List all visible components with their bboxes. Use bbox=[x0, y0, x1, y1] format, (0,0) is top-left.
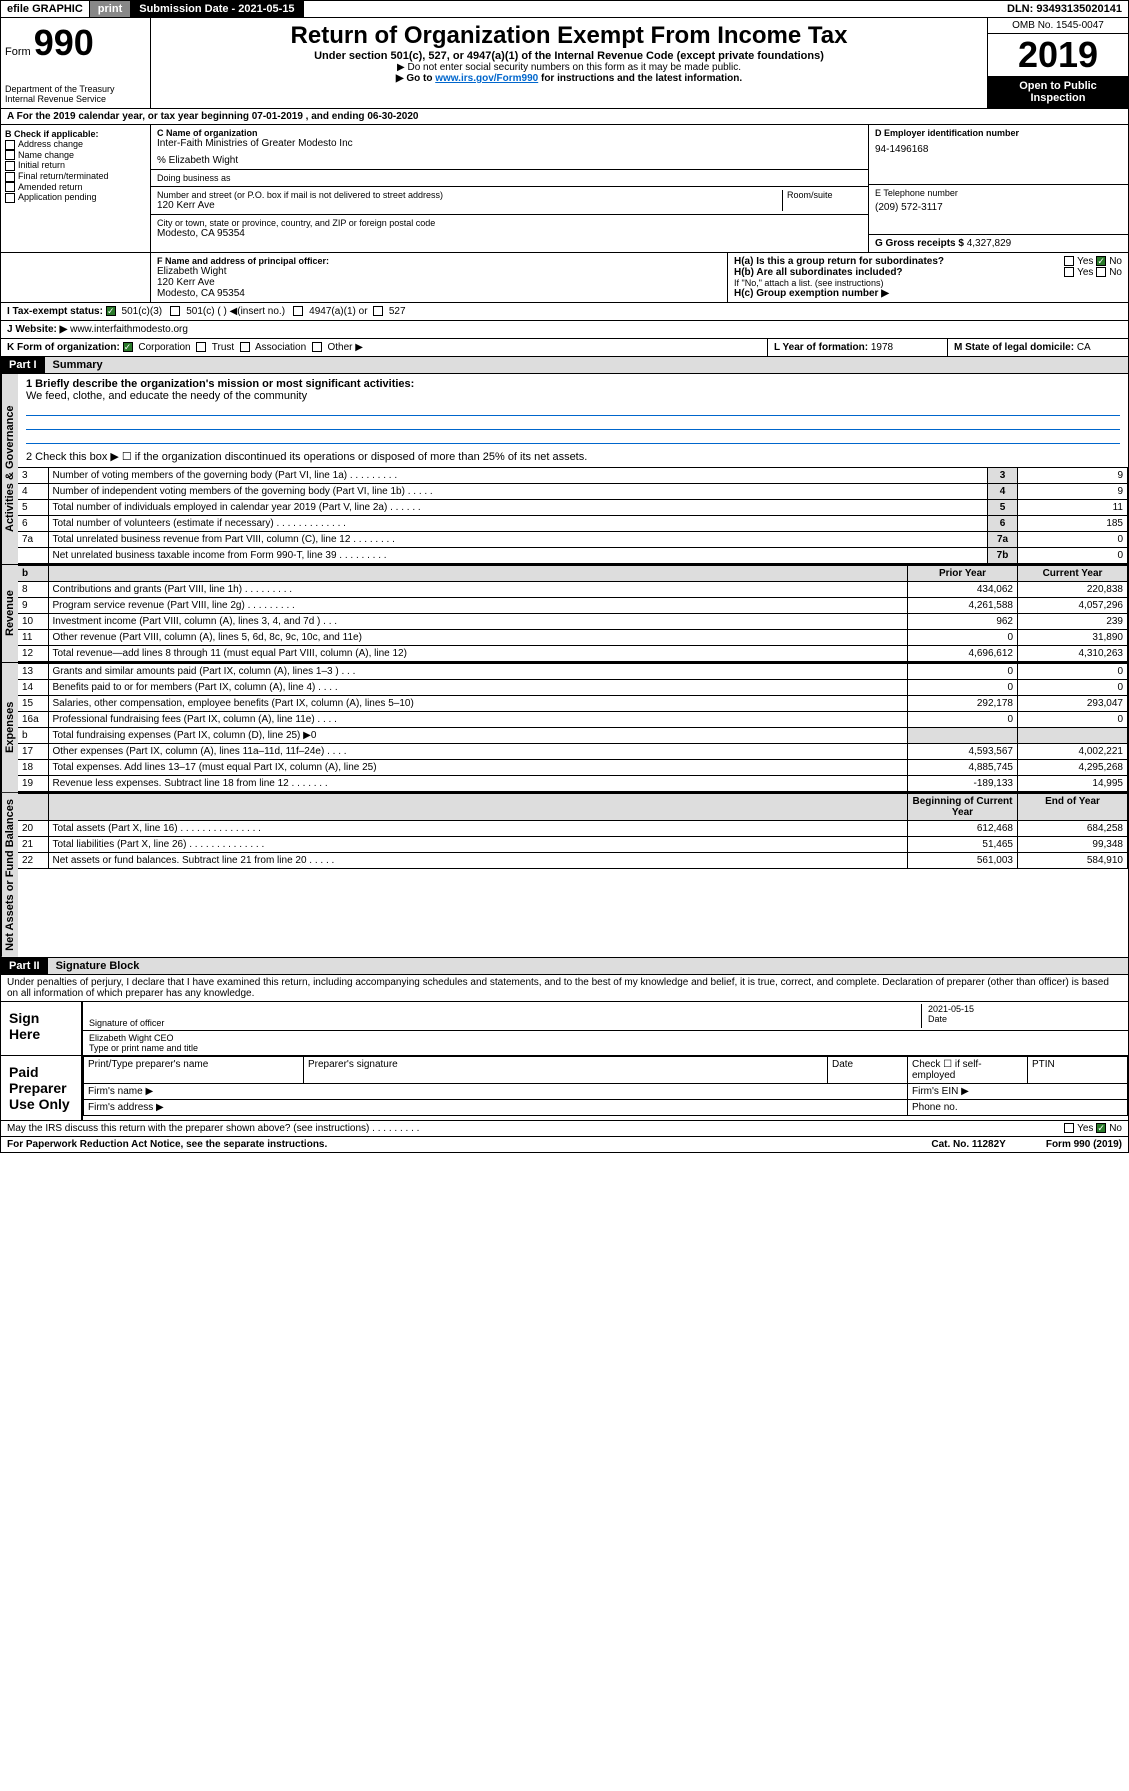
row-a-tax-year: A For the 2019 calendar year, or tax yea… bbox=[0, 109, 1129, 125]
discuss-row: May the IRS discuss this return with the… bbox=[0, 1121, 1129, 1137]
officer-name: Elizabeth Wight bbox=[157, 266, 721, 277]
box-deg: D Employer identification number 94-1496… bbox=[868, 125, 1128, 252]
org-name: Inter-Faith Ministries of Greater Modest… bbox=[157, 138, 862, 149]
h-c: H(c) Group exemption number ▶ bbox=[734, 288, 1122, 299]
paid-preparer-label: Paid Preparer Use Only bbox=[1, 1056, 81, 1120]
cb-amended-return[interactable]: Amended return bbox=[5, 182, 146, 193]
h-b: H(b) Are all subordinates included? Yes … bbox=[734, 267, 1122, 278]
submission-date: Submission Date - 2021-05-15 bbox=[131, 1, 303, 17]
line2: 2 Check this box ▶ ☐ if the organization… bbox=[26, 450, 1120, 463]
row-i: I Tax-exempt status: ✓ 501(c)(3) 501(c) … bbox=[0, 303, 1129, 321]
dba-label: Doing business as bbox=[151, 170, 868, 187]
topbar: efile GRAPHIC print Submission Date - 20… bbox=[0, 0, 1129, 18]
omb-number: OMB No. 1545-0047 bbox=[988, 18, 1128, 34]
cb-initial-return[interactable]: Initial return bbox=[5, 160, 146, 171]
tax-year: 2019 bbox=[988, 34, 1128, 76]
cb-corporation[interactable]: ✓ bbox=[123, 342, 133, 352]
form-number: 990 bbox=[34, 22, 94, 63]
line1-label: 1 Briefly describe the organization's mi… bbox=[26, 378, 1120, 390]
state-domicile: CA bbox=[1077, 342, 1091, 353]
preparer-table: Print/Type preparer's name Preparer's si… bbox=[83, 1056, 1128, 1116]
box-c: C Name of organization Inter-Faith Minis… bbox=[151, 125, 868, 252]
footer-row: For Paperwork Reduction Act Notice, see … bbox=[0, 1137, 1129, 1153]
declaration: Under penalties of perjury, I declare th… bbox=[1, 975, 1128, 1001]
row-f-h: F Name and address of principal officer:… bbox=[0, 253, 1129, 303]
row-j: J Website: ▶ www.interfaithmodesto.org bbox=[0, 321, 1129, 339]
officer-name-title: Elizabeth Wight CEO bbox=[89, 1033, 1122, 1043]
box-b: B Check if applicable: Address change Na… bbox=[1, 125, 151, 252]
city-state-zip: Modesto, CA 95354 bbox=[157, 228, 862, 239]
sig-date: 2021-05-15 bbox=[928, 1004, 1122, 1014]
cb-501c3[interactable]: ✓ bbox=[106, 306, 116, 316]
gross-receipts: 4,327,829 bbox=[967, 238, 1012, 249]
form-subtitle-1: Under section 501(c), 527, or 4947(a)(1)… bbox=[155, 50, 983, 62]
cat-no: Cat. No. 11282Y bbox=[931, 1139, 1005, 1150]
telephone: (209) 572-3117 bbox=[875, 202, 1122, 213]
website: www.interfaithmodesto.org bbox=[70, 324, 188, 335]
vtab-net-assets: Net Assets or Fund Balances bbox=[1, 793, 18, 957]
h-note: If "No," attach a list. (see instruction… bbox=[734, 278, 1122, 288]
vtab-revenue: Revenue bbox=[1, 565, 18, 662]
cb-application-pending[interactable]: Application pending bbox=[5, 192, 146, 203]
paperwork-notice: For Paperwork Reduction Act Notice, see … bbox=[7, 1139, 327, 1150]
form-ref: Form 990 (2019) bbox=[1046, 1139, 1122, 1150]
sign-here-label: Sign Here bbox=[1, 1002, 81, 1055]
cb-name-change[interactable]: Name change bbox=[5, 150, 146, 161]
h-a: H(a) Is this a group return for subordin… bbox=[734, 256, 1122, 267]
line1-mission: We feed, clothe, and educate the needy o… bbox=[26, 390, 1120, 402]
governance-table: 3Number of voting members of the governi… bbox=[18, 467, 1128, 564]
officer-addr: 120 Kerr Ave bbox=[157, 277, 721, 288]
part2-header: Part II Signature Block bbox=[0, 958, 1129, 975]
dln: DLN: 93493135020141 bbox=[1001, 1, 1128, 17]
revenue-table: bPrior YearCurrent Year8Contributions an… bbox=[18, 565, 1128, 662]
form-word: Form bbox=[5, 46, 31, 58]
net-assets-table: Beginning of Current YearEnd of Year20To… bbox=[18, 793, 1128, 869]
part1-header: Part I Summary bbox=[0, 357, 1129, 374]
irs-link[interactable]: www.irs.gov/Form990 bbox=[435, 73, 538, 84]
efile-label: efile GRAPHIC bbox=[1, 1, 90, 17]
vtab-governance: Activities & Governance bbox=[1, 374, 18, 564]
cb-final-return[interactable]: Final return/terminated bbox=[5, 171, 146, 182]
form-subtitle-2: ▶ Do not enter social security numbers o… bbox=[155, 62, 983, 73]
form-header: Form 990 Department of the Treasury Inte… bbox=[0, 18, 1129, 109]
cb-address-change[interactable]: Address change bbox=[5, 139, 146, 150]
ein: 94-1496168 bbox=[875, 144, 1122, 155]
room-suite-label: Room/suite bbox=[782, 190, 862, 211]
entity-info-grid: B Check if applicable: Address change Na… bbox=[0, 125, 1129, 253]
expenses-table: 13Grants and similar amounts paid (Part … bbox=[18, 663, 1128, 792]
signature-block: Under penalties of perjury, I declare th… bbox=[0, 975, 1129, 1121]
care-of: % Elizabeth Wight bbox=[157, 155, 862, 166]
print-button[interactable]: print bbox=[90, 1, 131, 17]
street-address: 120 Kerr Ave bbox=[157, 200, 782, 211]
form-title: Return of Organization Exempt From Incom… bbox=[155, 22, 983, 50]
open-public-badge: Open to Public Inspection bbox=[988, 76, 1128, 108]
year-formation: 1978 bbox=[871, 342, 893, 353]
dept-irs: Internal Revenue Service bbox=[5, 94, 146, 104]
row-klm: K Form of organization: ✓ Corporation Tr… bbox=[0, 339, 1129, 357]
vtab-expenses: Expenses bbox=[1, 663, 18, 792]
form-subtitle-3: ▶ Go to www.irs.gov/Form990 for instruct… bbox=[155, 73, 983, 84]
officer-city: Modesto, CA 95354 bbox=[157, 288, 721, 299]
dept-treasury: Department of the Treasury bbox=[5, 84, 146, 94]
